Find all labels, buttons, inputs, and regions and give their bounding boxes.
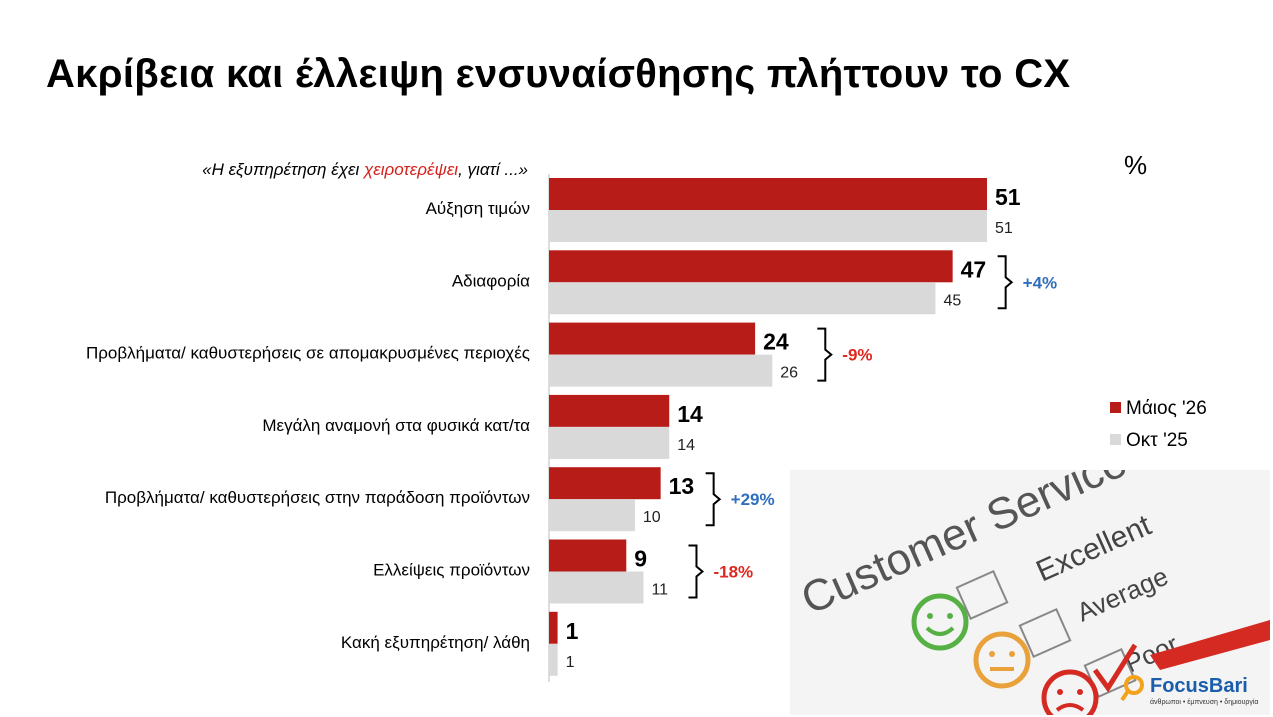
bar-oct <box>549 499 635 532</box>
data-label-oct: 10 <box>643 509 661 526</box>
data-label-may: 51 <box>995 184 1021 210</box>
bar-may <box>549 322 756 355</box>
category-label: Ελλείψεις προϊόντων <box>373 561 530 580</box>
data-label-may: 47 <box>961 256 987 282</box>
bar-oct <box>549 643 558 676</box>
data-label-oct: 11 <box>651 582 668 599</box>
change-bracket <box>997 255 1014 310</box>
data-label-oct: 1 <box>566 654 575 671</box>
bar-may <box>549 467 661 500</box>
data-label-may: 9 <box>634 546 647 572</box>
data-label-may: 1 <box>566 618 579 644</box>
category-label: Αδιαφορία <box>452 271 530 290</box>
legend-label-oct: Οκτ '25 <box>1126 430 1188 451</box>
change-label: -9% <box>842 346 872 365</box>
data-label-oct: 45 <box>943 292 961 309</box>
change-label: -18% <box>713 563 753 582</box>
change-label: +4% <box>1023 273 1057 292</box>
question-prefix: «Η εξυπηρέτηση έχει <box>202 160 364 179</box>
bar-may <box>549 611 558 644</box>
logo-tagline: άνθρωποι • έμπνευση • δημιουργία <box>1150 699 1259 706</box>
happy-face-icon <box>911 593 969 651</box>
category-label: Κακή εξυπηρέτηση/ λάθη <box>341 633 530 652</box>
bar-oct <box>549 282 936 315</box>
bar-oct <box>549 210 987 242</box>
checkbox-excellent <box>955 570 1009 620</box>
question-text: «Η εξυπηρέτηση έχει χειροτερέψει, γιατί … <box>202 160 528 180</box>
category-label: Αύξηση τιμών <box>426 199 530 218</box>
legend-item-oct: Οκτ '25 <box>1110 430 1188 452</box>
legend-swatch-oct <box>1110 434 1121 445</box>
data-label-may: 24 <box>763 329 789 355</box>
category-label: Μεγάλη αναμονή στα φυσικά κατ/τα <box>262 416 530 435</box>
data-label-oct: 51 <box>995 220 1013 237</box>
category-label: Προβλήματα/ καθυστερήσεις σε απομακρυσμέ… <box>86 344 530 363</box>
data-label-may: 14 <box>677 401 703 427</box>
legend-label-may: Μάιος '26 <box>1126 398 1207 419</box>
logo-magnifier-icon <box>1120 675 1144 702</box>
pencil-icon <box>1150 620 1270 670</box>
unit-label: % <box>1124 150 1148 180</box>
logo-name: FocusBari <box>1150 675 1248 697</box>
bar-oct <box>549 426 670 459</box>
legend-item-may: Μάιος '26 <box>1110 398 1207 420</box>
bar-may <box>549 250 953 283</box>
brand-logo: FocusBari άνθρωποι • έμπνευση • δημιουργ… <box>1120 672 1270 712</box>
data-label-may: 13 <box>669 473 695 499</box>
neutral-face-icon <box>973 631 1031 689</box>
legend-swatch-may <box>1110 402 1121 413</box>
change-label: +29% <box>731 490 775 509</box>
change-bracket <box>705 472 722 527</box>
data-label-oct: 14 <box>677 437 695 454</box>
bar-oct <box>549 354 773 387</box>
question-suffix: , γιατί ...» <box>458 160 528 179</box>
change-bracket <box>817 327 833 382</box>
change-bracket <box>688 544 705 599</box>
bar-may <box>549 539 627 572</box>
bar-may <box>549 178 987 210</box>
check-mark-icon <box>1092 643 1138 693</box>
checkbox-average <box>1018 608 1072 658</box>
bar-may <box>549 394 670 427</box>
bar-oct <box>549 571 644 604</box>
illustration-background <box>790 470 1270 715</box>
page-title: Ακρίβεια και έλλειψη ενσυναίσθησης πλήττ… <box>46 52 1071 96</box>
customer-service-illustration: Customer Service Excellent Average Poor <box>790 470 1270 715</box>
data-label-oct: 26 <box>780 365 798 382</box>
category-label: Προβλήματα/ καθυστερήσεις στην παράδοση … <box>105 488 530 507</box>
question-highlight: χειροτερέψει <box>363 160 459 179</box>
sad-face-icon <box>1041 669 1099 715</box>
